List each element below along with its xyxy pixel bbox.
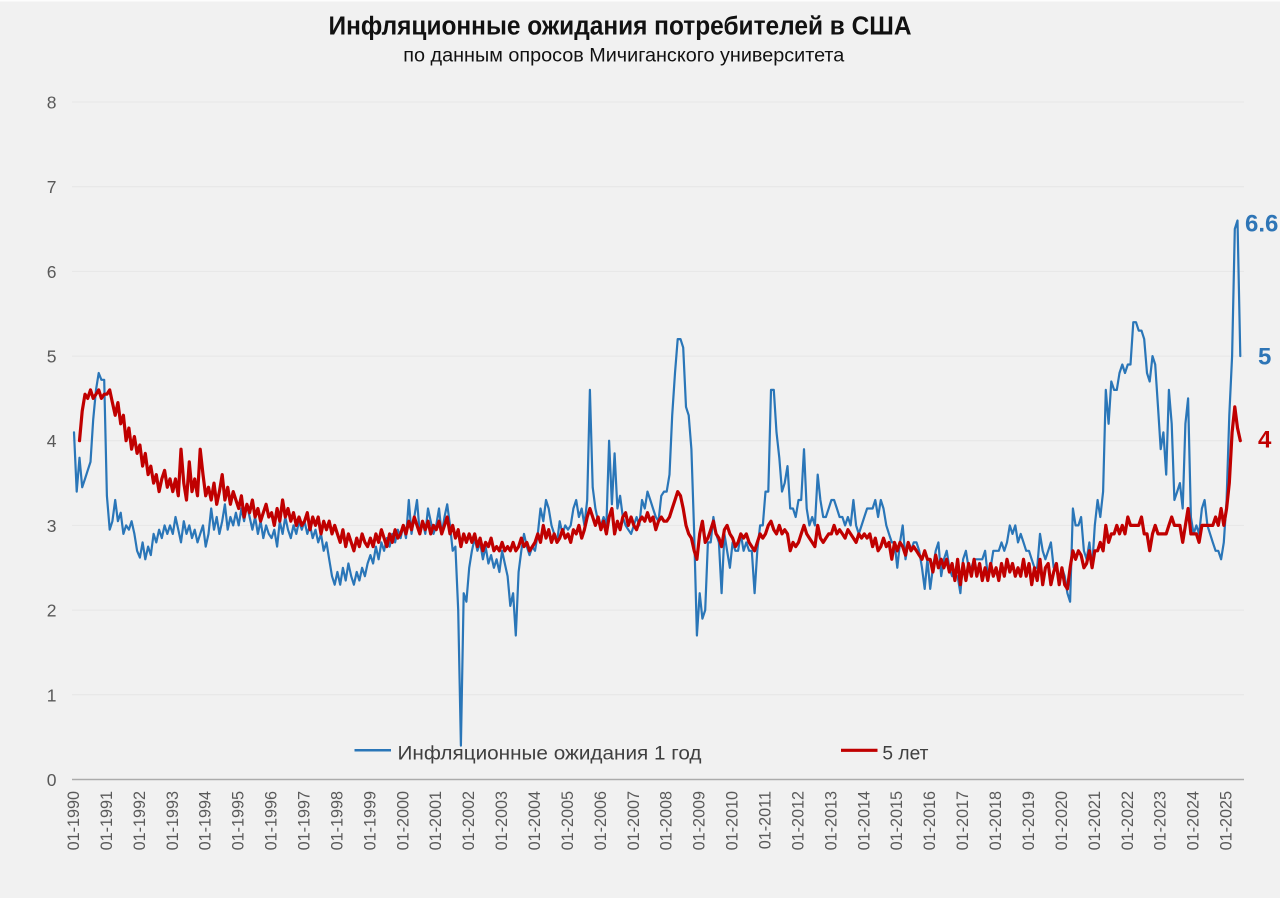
- svg-text:01-2005: 01-2005: [559, 791, 577, 850]
- svg-text:01-2014: 01-2014: [855, 791, 873, 850]
- svg-text:01-2006: 01-2006: [592, 791, 610, 850]
- svg-text:по данным опросов Мичиганского: по данным опросов Мичиганского университ…: [403, 46, 844, 67]
- svg-text:6: 6: [47, 262, 57, 282]
- svg-text:01-2011: 01-2011: [757, 791, 775, 849]
- svg-text:5: 5: [1258, 344, 1271, 371]
- svg-text:7: 7: [47, 177, 57, 197]
- svg-text:5: 5: [47, 347, 57, 367]
- svg-text:2: 2: [47, 601, 57, 621]
- svg-text:01-2024: 01-2024: [1185, 791, 1203, 850]
- svg-text:01-2019: 01-2019: [1020, 791, 1038, 850]
- svg-text:01-2000: 01-2000: [394, 791, 412, 850]
- svg-text:01-2021: 01-2021: [1086, 791, 1104, 850]
- svg-text:01-2002: 01-2002: [460, 791, 478, 850]
- svg-text:01-1994: 01-1994: [197, 791, 215, 850]
- svg-text:01-1997: 01-1997: [296, 791, 314, 850]
- svg-text:Инфляционные ожидания 1 год: Инфляционные ожидания 1 год: [398, 743, 702, 764]
- svg-text:01-1993: 01-1993: [164, 791, 182, 850]
- svg-text:01-1996: 01-1996: [263, 791, 281, 850]
- svg-text:01-1990: 01-1990: [65, 791, 83, 850]
- svg-text:01-2009: 01-2009: [691, 791, 709, 850]
- svg-text:01-2025: 01-2025: [1218, 791, 1236, 850]
- svg-text:01-2022: 01-2022: [1119, 791, 1137, 850]
- svg-text:01-2001: 01-2001: [427, 791, 445, 850]
- svg-text:01-1999: 01-1999: [361, 791, 379, 850]
- svg-text:01-2003: 01-2003: [493, 791, 511, 850]
- svg-text:8: 8: [47, 93, 57, 113]
- svg-text:01-2018: 01-2018: [987, 791, 1005, 850]
- svg-text:01-2007: 01-2007: [625, 791, 643, 850]
- svg-text:01-1998: 01-1998: [328, 791, 346, 850]
- svg-text:5 лет: 5 лет: [882, 743, 928, 764]
- svg-text:Инфляционные ожидания потребит: Инфляционные ожидания потребителей в США: [329, 13, 912, 41]
- svg-text:3: 3: [47, 516, 57, 536]
- svg-text:01-2010: 01-2010: [724, 791, 742, 850]
- svg-text:01-2015: 01-2015: [888, 791, 906, 850]
- svg-text:01-1991: 01-1991: [98, 791, 116, 850]
- svg-text:01-2016: 01-2016: [921, 791, 939, 850]
- svg-text:01-2012: 01-2012: [790, 791, 808, 850]
- svg-text:01-2004: 01-2004: [526, 791, 544, 850]
- svg-text:1: 1: [47, 685, 57, 705]
- svg-text:01-1995: 01-1995: [230, 791, 248, 850]
- svg-text:01-2008: 01-2008: [658, 791, 676, 850]
- svg-text:6.6: 6.6: [1245, 211, 1278, 238]
- svg-text:01-2020: 01-2020: [1053, 791, 1071, 850]
- svg-text:01-2013: 01-2013: [822, 791, 840, 850]
- svg-text:01-2017: 01-2017: [954, 791, 972, 850]
- svg-text:01-2023: 01-2023: [1152, 791, 1170, 850]
- svg-text:01-1992: 01-1992: [131, 791, 149, 850]
- svg-text:4: 4: [1258, 427, 1272, 454]
- svg-text:0: 0: [47, 770, 57, 790]
- svg-text:4: 4: [47, 431, 57, 451]
